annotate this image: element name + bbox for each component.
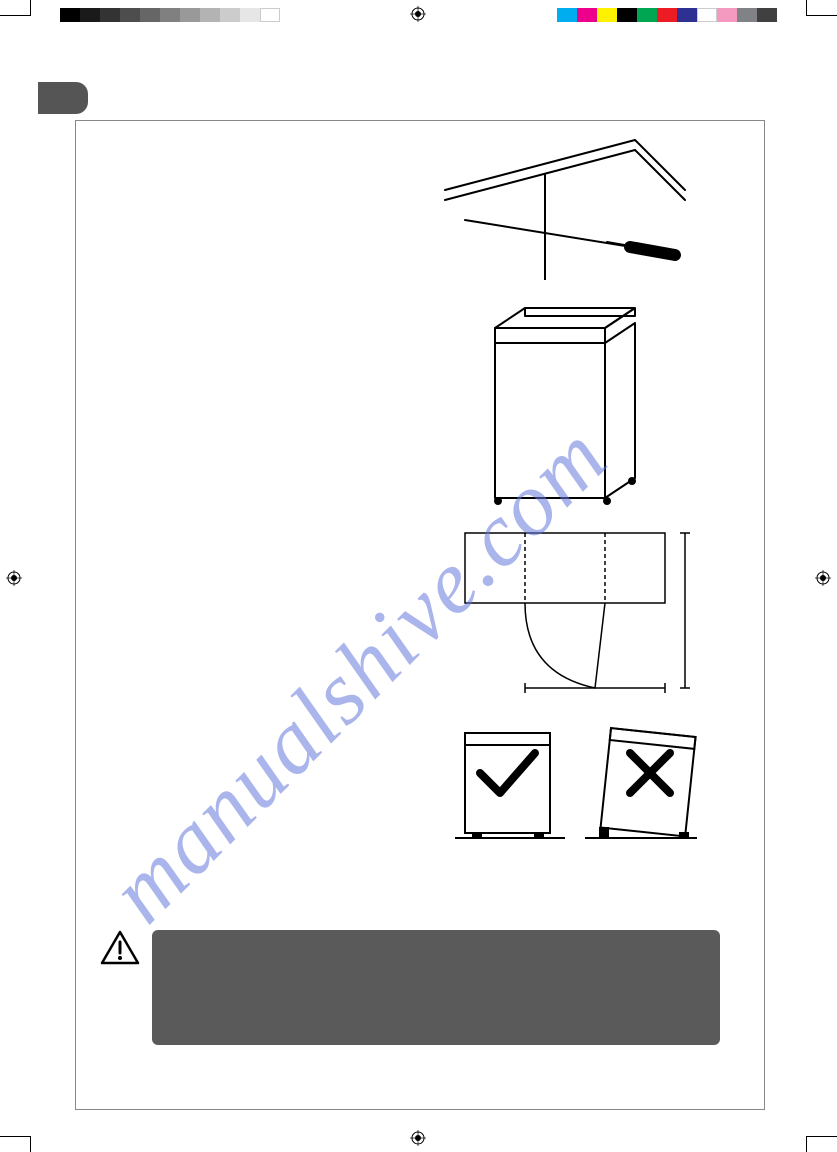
color-swatch-bar: [557, 8, 777, 22]
figure-fridge: [465, 288, 735, 508]
crop-mark: [807, 1136, 837, 1137]
figure-clearance-diagram: [455, 523, 735, 703]
warning-section: [100, 930, 720, 1045]
crop-mark: [807, 15, 837, 16]
figure-screwdriver: [435, 130, 735, 280]
grayscale-swatch-bar: [60, 8, 280, 22]
crop-mark: [806, 1136, 807, 1152]
crop-mark: [806, 0, 807, 16]
registration-mark-icon: [815, 570, 831, 586]
illustration-column: [435, 130, 735, 858]
crop-mark: [0, 1136, 30, 1137]
warning-text-box: [152, 930, 720, 1045]
crop-mark: [30, 0, 31, 16]
figure-level-check: [445, 718, 735, 858]
crop-mark: [30, 1136, 31, 1152]
registration-mark-icon: [410, 1130, 426, 1146]
crop-mark: [0, 15, 30, 16]
registration-mark-icon: [6, 570, 22, 586]
page-tab: [38, 82, 88, 114]
warning-icon: [100, 930, 140, 966]
registration-mark-icon: [410, 6, 426, 22]
